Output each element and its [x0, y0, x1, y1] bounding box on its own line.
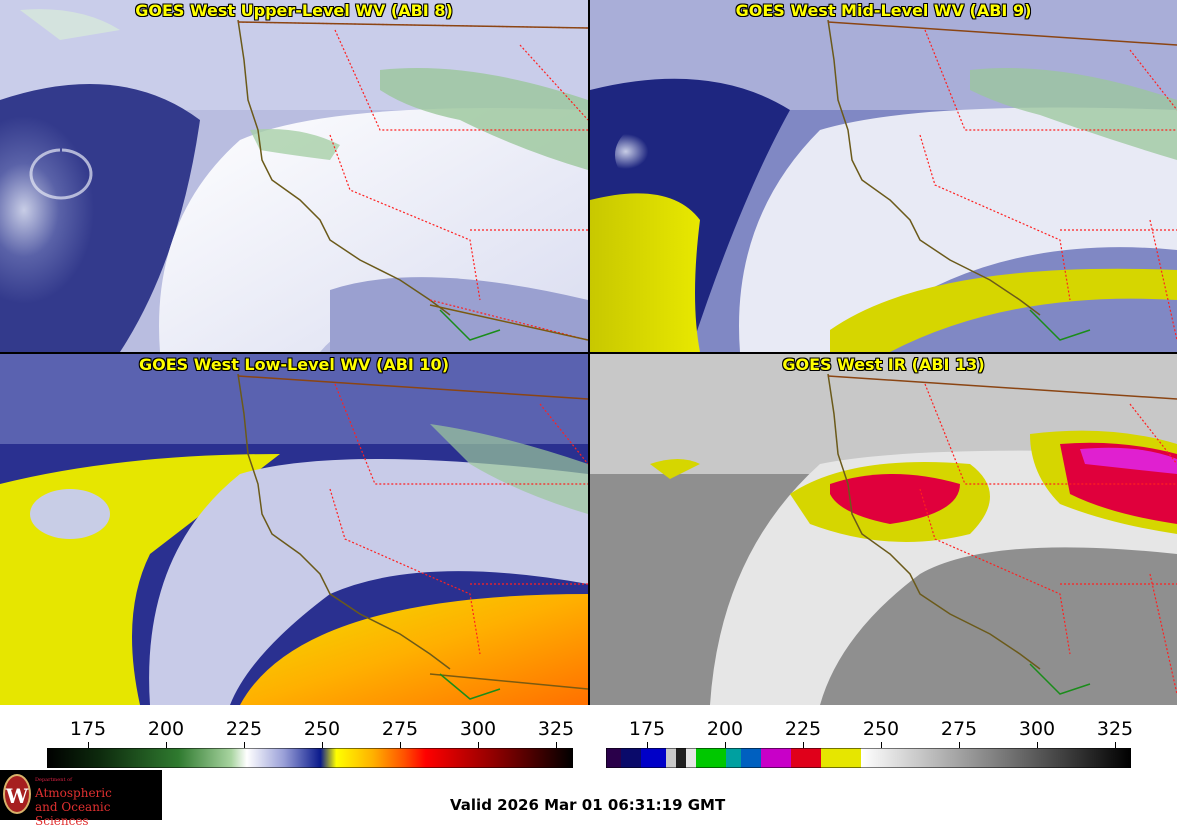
ir-tick-label: 250: [862, 718, 900, 740]
mid-level-wv-title: GOES West Mid-Level WV (ABI 9): [735, 1, 1032, 20]
ir-tick-label: 325: [1096, 718, 1134, 740]
wv-tick-label: 300: [459, 718, 497, 740]
ir-tick-225: [803, 742, 804, 748]
logo-line1: Atmospheric: [35, 786, 112, 800]
ir-tick-label: 225: [784, 718, 822, 740]
wv-tick-label: 325: [537, 718, 575, 740]
uw-seal-icon: W: [3, 774, 31, 814]
low-level-wv-panel: GOES West Low-Level WV (ABI 10): [0, 354, 588, 705]
wv-tick-label: 175: [69, 718, 107, 740]
ir-tick-300: [1037, 742, 1038, 748]
wv-colorbar: [47, 748, 573, 768]
low-level-wv-image: [0, 354, 588, 705]
mid-level-wv-image: [590, 0, 1177, 352]
upper-level-wv-image: [0, 0, 588, 352]
valid-time: Valid 2026 Mar 01 06:31:19 GMT: [450, 796, 726, 814]
upper-level-wv-title: GOES West Upper-Level WV (ABI 8): [135, 1, 453, 20]
ir-tick-label: 300: [1018, 718, 1056, 740]
wv-tick-label: 275: [381, 718, 419, 740]
mid-level-wv-panel: GOES West Mid-Level WV (ABI 9): [590, 0, 1177, 352]
ir-tick-250: [881, 742, 882, 748]
wv-tick-label: 250: [303, 718, 341, 740]
ir-tick-label: 200: [706, 718, 744, 740]
logo-line2: and Oceanic Sciences: [35, 800, 111, 828]
ir-panel: GOES West IR (ABI 13): [590, 354, 1177, 705]
wv-tick-175: [88, 742, 89, 748]
horizontal-divider: [0, 352, 1177, 354]
ir-colorbar: [606, 748, 1131, 768]
wv-tick-300: [478, 742, 479, 748]
ir-tick-label: 175: [628, 718, 666, 740]
ir-tick-275: [959, 742, 960, 748]
ir-tick-325: [1115, 742, 1116, 748]
ir-image: [590, 354, 1177, 705]
wv-tick-label: 225: [225, 718, 263, 740]
wv-tick-275: [400, 742, 401, 748]
ir-tick-200: [725, 742, 726, 748]
logo-department: Department of: [35, 777, 72, 783]
wv-tick-200: [166, 742, 167, 748]
wv-tick-225: [244, 742, 245, 748]
ir-title: GOES West IR (ABI 13): [782, 355, 985, 374]
wv-tick-325: [556, 742, 557, 748]
ir-tick-label: 275: [940, 718, 978, 740]
upper-level-wv-panel: GOES West Upper-Level WV (ABI 8): [0, 0, 588, 352]
wv-tick-label: 200: [147, 718, 185, 740]
ir-tick-175: [647, 742, 648, 748]
low-level-wv-title: GOES West Low-Level WV (ABI 10): [138, 355, 449, 374]
wv-tick-250: [322, 742, 323, 748]
aos-logo[interactable]: W Department of Atmospheric and Oceanic …: [0, 770, 162, 828]
